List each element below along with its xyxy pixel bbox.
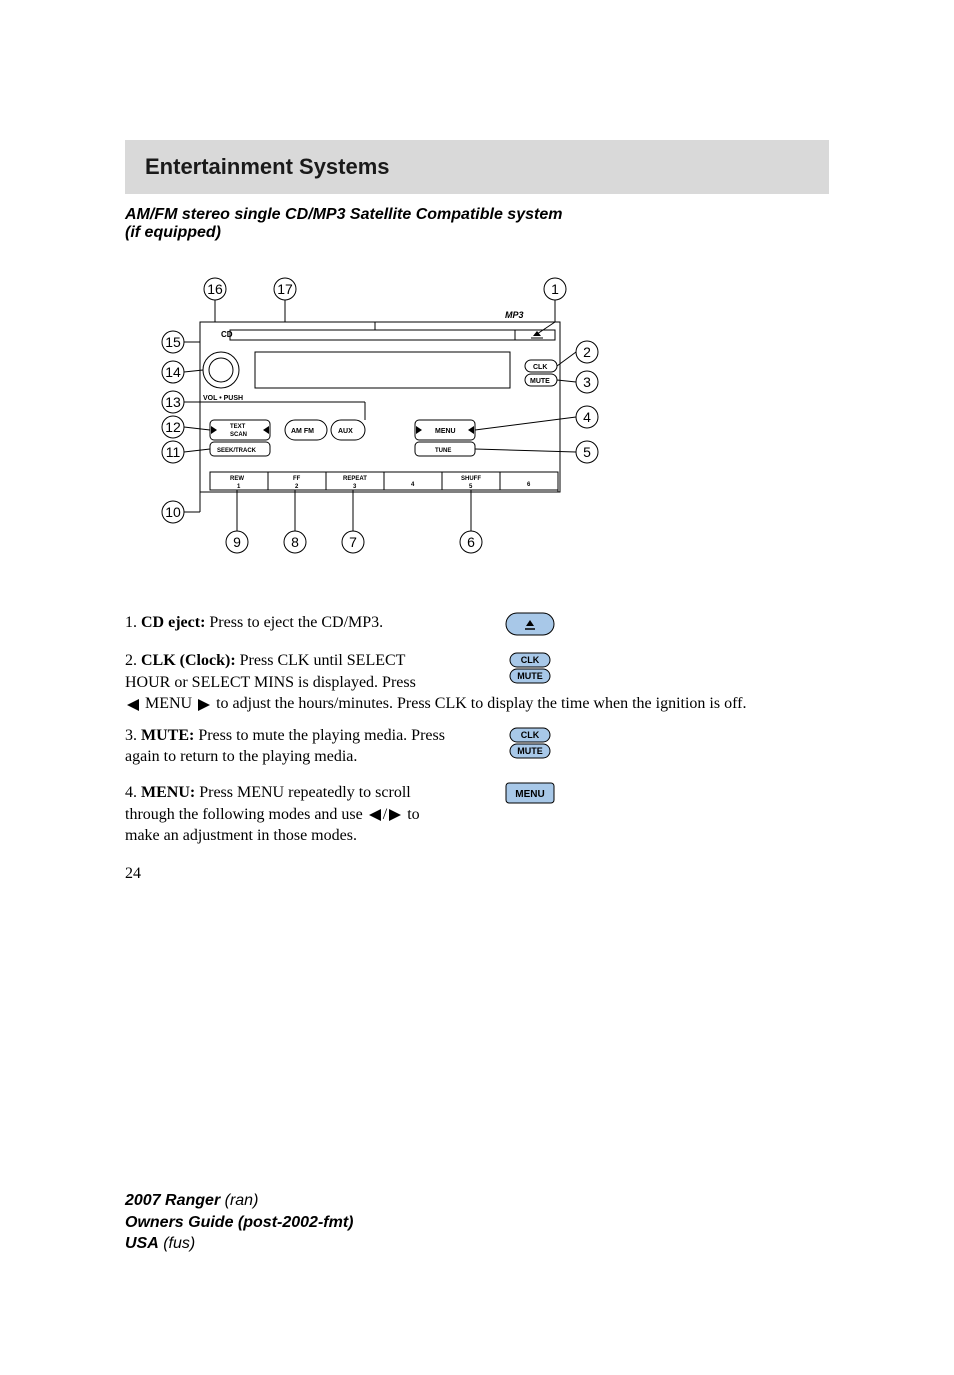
item-2-menu-word: MENU — [145, 695, 196, 712]
label-cd: CD — [221, 330, 233, 339]
radio-diagram: CD MP3 VOL • PUSH CLK MUTE TEXT SCAN SEE… — [125, 262, 829, 582]
footer: 2007 Ranger (ran) Owners Guide (post-200… — [125, 1190, 353, 1255]
footer-guide: Owners Guide (post-2002-fmt) — [125, 1212, 353, 1234]
svg-text:9: 9 — [233, 534, 241, 550]
svg-text:FF: FF — [293, 476, 301, 482]
footer-region: USA — [125, 1235, 159, 1252]
radio-diagram-svg: CD MP3 VOL • PUSH CLK MUTE TEXT SCAN SEE… — [125, 262, 605, 572]
item-1: 1. CD eject: Press to eject the CD/MP3. — [125, 612, 829, 636]
svg-text:5: 5 — [469, 484, 473, 490]
item-1-num: 1. — [125, 614, 137, 631]
section-title: Entertainment Systems — [145, 154, 390, 179]
svg-text:13: 13 — [165, 394, 181, 410]
subtitle-line1: AM/FM stereo single CD/MP3 Satellite Com… — [125, 206, 829, 224]
svg-text:5: 5 — [583, 444, 591, 460]
footer-model-code: (ran) — [220, 1192, 258, 1209]
svg-text:1: 1 — [551, 281, 559, 297]
svg-text:16: 16 — [207, 281, 223, 297]
footer-model: 2007 Ranger — [125, 1192, 220, 1209]
svg-text:AM FM: AM FM — [291, 428, 314, 435]
page-number: 24 — [125, 865, 829, 883]
svg-text:SCAN: SCAN — [230, 432, 247, 438]
item-1-icon — [485, 612, 575, 636]
item-2-text-b-row: MENU to adjust the hours/minutes. Press … — [125, 693, 829, 715]
item-2-icon: CLK MUTE — [485, 650, 575, 688]
subtitle-line2: (if equipped) — [125, 224, 829, 242]
item-4: 4. MENU: Press MENU repeatedly to scroll… — [125, 782, 829, 847]
callouts: 1 2 3 4 5 6 7 8 9 10 11 12 13 14 15 16 1… — [162, 278, 598, 553]
item-4-num: 4. — [125, 784, 137, 801]
svg-text:MENU: MENU — [515, 789, 544, 800]
label-volpush: VOL • PUSH — [203, 395, 243, 402]
item-3-text: 3. MUTE: Press to mute the playing media… — [125, 725, 445, 768]
right-triangle-icon — [196, 698, 212, 712]
item-3-icon: CLK MUTE — [485, 725, 575, 763]
item-1-desc: Press to eject the CD/MP3. — [205, 614, 383, 631]
svg-text:CLK: CLK — [533, 364, 547, 371]
item-2-desc-b: to adjust the hours/minutes. Press CLK t… — [216, 695, 746, 712]
svg-text:1: 1 — [237, 484, 241, 490]
item-2-text-a: 2. CLK (Clock): Press CLK until SELECT H… — [125, 650, 445, 693]
item-3-num: 3. — [125, 727, 137, 744]
right-triangle-icon-2 — [387, 808, 403, 822]
svg-text:4: 4 — [411, 482, 415, 488]
body-text: 1. CD eject: Press to eject the CD/MP3. … — [125, 612, 829, 847]
svg-text:SHUFF: SHUFF — [461, 476, 481, 482]
clk-mute-buttons: CLK MUTE — [525, 360, 557, 386]
svg-text:AUX: AUX — [338, 428, 353, 435]
clk-mute-icon: CLK MUTE — [507, 650, 553, 688]
menu-button-group: MENU TUNE — [415, 420, 475, 456]
eject-button-icon — [505, 612, 555, 636]
svg-text:MUTE: MUTE — [517, 671, 543, 681]
svg-text:4: 4 — [583, 409, 591, 425]
item-4-text: 4. MENU: Press MENU repeatedly to scroll… — [125, 782, 445, 847]
svg-text:3: 3 — [353, 484, 357, 490]
svg-text:MUTE: MUTE — [517, 746, 543, 756]
svg-text:12: 12 — [165, 419, 181, 435]
item-2-num: 2. — [125, 652, 137, 669]
svg-text:6: 6 — [527, 482, 531, 488]
svg-text:6: 6 — [467, 534, 475, 550]
label-mp3: MP3 — [505, 310, 524, 320]
item-1-text: 1. CD eject: Press to eject the CD/MP3. — [125, 612, 445, 634]
svg-text:8: 8 — [291, 534, 299, 550]
item-4-icon: MENU — [485, 782, 575, 804]
svg-text:7: 7 — [349, 534, 357, 550]
svg-text:17: 17 — [277, 281, 293, 297]
clk-mute-icon-2: CLK MUTE — [507, 725, 553, 763]
item-3: 3. MUTE: Press to mute the playing media… — [125, 725, 829, 768]
left-triangle-icon — [125, 698, 141, 712]
svg-text:TUNE: TUNE — [435, 448, 451, 454]
item-3-label: MUTE: — [141, 727, 194, 744]
svg-text:15: 15 — [165, 334, 181, 350]
item-2-label: CLK (Clock): — [141, 652, 236, 669]
svg-text:14: 14 — [165, 364, 181, 380]
svg-text:MENU: MENU — [435, 428, 456, 435]
section-subtitle: AM/FM stereo single CD/MP3 Satellite Com… — [125, 206, 829, 242]
footer-line3: USA (fus) — [125, 1233, 353, 1255]
text-scan-button: TEXT SCAN SEEK/TRACK — [210, 420, 270, 456]
svg-text:CLK: CLK — [521, 730, 540, 740]
item-1-label: CD eject: — [141, 614, 205, 631]
footer-line1: 2007 Ranger (ran) — [125, 1190, 353, 1212]
item-2: 2. CLK (Clock): Press CLK until SELECT H… — [125, 650, 829, 715]
svg-text:REPEAT: REPEAT — [343, 476, 367, 482]
menu-button-icon: MENU — [505, 782, 555, 804]
footer-region-code: (fus) — [159, 1235, 195, 1252]
svg-text:TEXT: TEXT — [230, 424, 246, 430]
left-triangle-icon-2 — [367, 808, 383, 822]
svg-text:10: 10 — [165, 504, 181, 520]
svg-text:SEEK/TRACK: SEEK/TRACK — [217, 448, 257, 454]
svg-text:MUTE: MUTE — [530, 378, 550, 385]
item-4-label: MENU: — [141, 784, 195, 801]
section-header: Entertainment Systems — [125, 140, 829, 194]
svg-text:2: 2 — [295, 484, 299, 490]
svg-text:11: 11 — [166, 444, 181, 460]
svg-text:CLK: CLK — [521, 655, 540, 665]
svg-text:REW: REW — [230, 476, 244, 482]
svg-text:3: 3 — [583, 374, 591, 390]
svg-text:2: 2 — [583, 344, 591, 360]
